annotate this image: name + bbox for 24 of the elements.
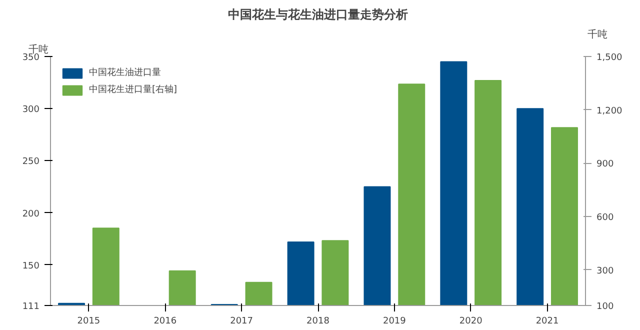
- y-axis-title: 千吨: [28, 44, 48, 56]
- x-tick-label: 2020: [459, 316, 483, 326]
- chart-title: 中国花生与花生油进口量走势分析: [228, 8, 408, 22]
- y2-tick-label: 300: [596, 266, 614, 276]
- x-tick-label: 2016: [154, 316, 177, 326]
- y2-tick-label: 100: [596, 302, 614, 312]
- y2-tick-label: 900: [596, 160, 614, 170]
- y2-tick-label: 600: [596, 213, 614, 224]
- y-tick-label: 250: [22, 157, 40, 168]
- y-tick-label: 350: [22, 53, 40, 63]
- x-tick-label: 2017: [230, 316, 254, 326]
- y2-tick-label: 1,200: [596, 106, 623, 116]
- y-tick-label: 150: [22, 261, 40, 272]
- y2-axis-title: 千吨: [588, 28, 608, 40]
- y-tick-label: 300: [22, 105, 40, 116]
- y-tick-label: 111: [22, 302, 40, 312]
- x-tick-label: 2015: [77, 316, 100, 326]
- y-tick-label: 200: [22, 209, 40, 220]
- legend-label: 中国花生油进口量: [89, 66, 161, 79]
- legend-label: 中国花生进口量[右轴]: [89, 84, 178, 96]
- x-tick-label: 2018: [306, 316, 330, 326]
- x-tick-label: 2021: [536, 316, 559, 326]
- y2-tick-label: 1,500: [596, 53, 623, 63]
- x-tick-label: 2019: [382, 316, 406, 326]
